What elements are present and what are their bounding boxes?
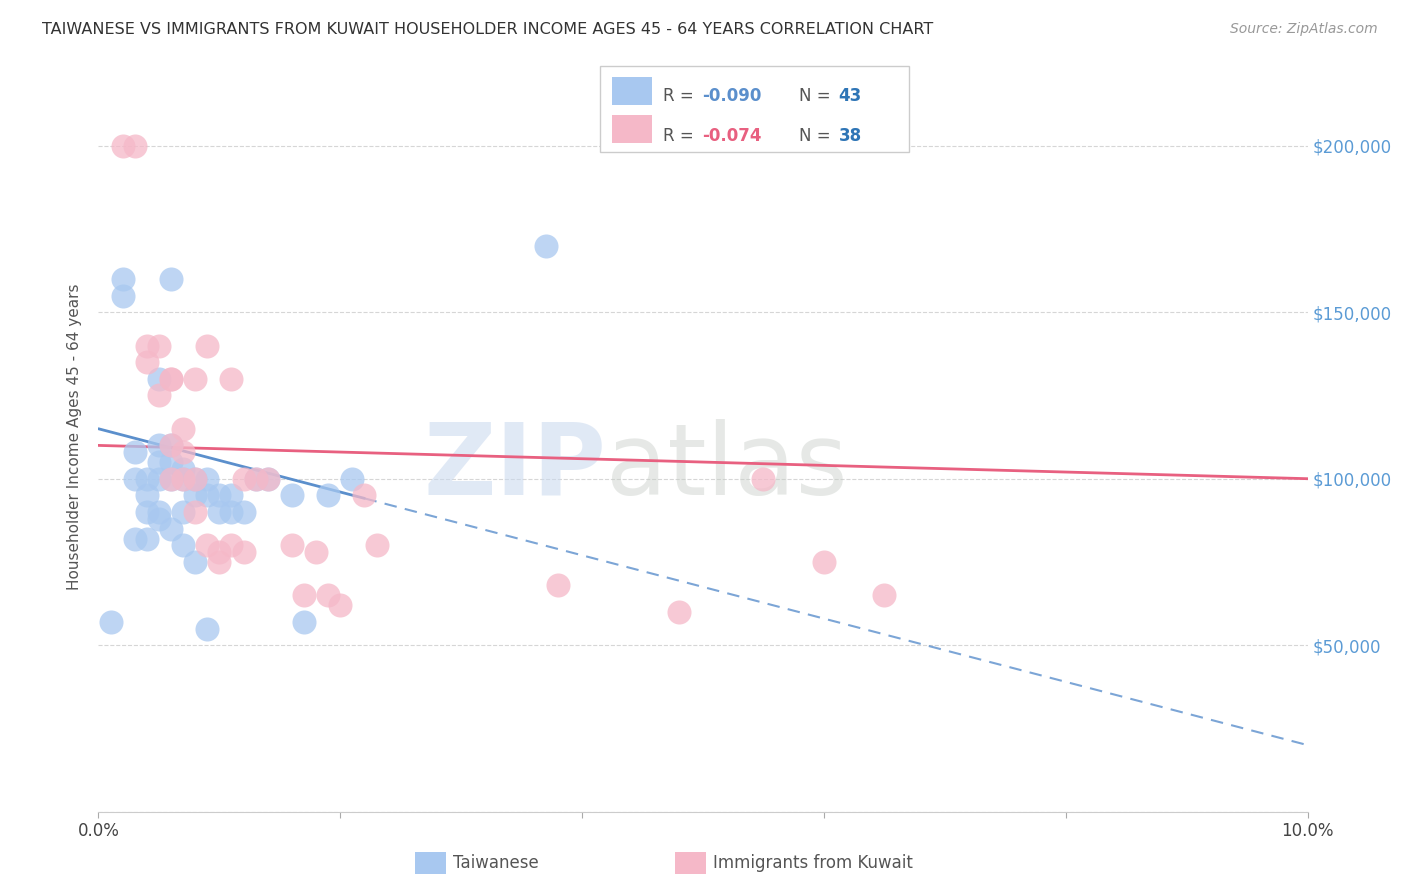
Point <box>160 272 183 286</box>
Point <box>184 472 207 486</box>
Point <box>873 588 896 602</box>
Point <box>100 615 122 629</box>
Text: Taiwanese: Taiwanese <box>453 855 538 872</box>
Point <box>124 472 146 486</box>
Point <box>195 538 218 552</box>
Point <box>111 138 134 153</box>
Text: R =: R = <box>664 87 699 105</box>
Point <box>208 555 231 569</box>
Point <box>148 438 170 452</box>
FancyBboxPatch shape <box>600 66 908 153</box>
Text: -0.090: -0.090 <box>702 87 761 105</box>
Point <box>148 455 170 469</box>
Text: N =: N = <box>799 127 835 145</box>
Point <box>135 488 157 502</box>
Point <box>160 472 183 486</box>
Point <box>184 505 207 519</box>
Point <box>329 599 352 613</box>
Point <box>124 445 146 459</box>
Point <box>184 555 207 569</box>
Point <box>184 372 207 386</box>
FancyBboxPatch shape <box>613 77 652 105</box>
Text: 38: 38 <box>838 127 862 145</box>
Point <box>172 461 194 475</box>
Point <box>160 455 183 469</box>
Point <box>148 472 170 486</box>
Point <box>160 472 183 486</box>
Point <box>208 545 231 559</box>
Point <box>148 505 170 519</box>
Point <box>353 488 375 502</box>
Point <box>316 488 339 502</box>
Point <box>245 472 267 486</box>
Point <box>124 532 146 546</box>
Point <box>184 488 207 502</box>
Point <box>208 505 231 519</box>
Point <box>135 505 157 519</box>
Point <box>195 472 218 486</box>
Point <box>281 538 304 552</box>
Point <box>148 511 170 525</box>
FancyBboxPatch shape <box>613 115 652 144</box>
Point <box>668 605 690 619</box>
Point <box>172 445 194 459</box>
Point <box>221 505 243 519</box>
Text: atlas: atlas <box>606 418 848 516</box>
Point <box>135 532 157 546</box>
Point <box>292 615 315 629</box>
Text: ZIP: ZIP <box>423 418 606 516</box>
Point <box>366 538 388 552</box>
Point <box>305 545 328 559</box>
Point <box>172 422 194 436</box>
Point <box>221 372 243 386</box>
Point <box>292 588 315 602</box>
Point <box>160 522 183 536</box>
Point <box>160 372 183 386</box>
Point <box>184 472 207 486</box>
Point <box>547 578 569 592</box>
Point <box>342 472 364 486</box>
Point <box>245 472 267 486</box>
Point <box>752 472 775 486</box>
Text: R =: R = <box>664 127 699 145</box>
Point <box>281 488 304 502</box>
Point <box>135 355 157 369</box>
Point <box>316 588 339 602</box>
Point <box>160 438 183 452</box>
Point <box>208 488 231 502</box>
Point <box>160 372 183 386</box>
Point <box>148 372 170 386</box>
Text: 43: 43 <box>838 87 862 105</box>
Point <box>124 138 146 153</box>
Point <box>148 388 170 402</box>
Point <box>221 538 243 552</box>
Point <box>135 338 157 352</box>
Point <box>221 488 243 502</box>
Text: Immigrants from Kuwait: Immigrants from Kuwait <box>713 855 912 872</box>
Point <box>172 472 194 486</box>
Point <box>160 438 183 452</box>
Point <box>172 472 194 486</box>
Point <box>111 288 134 302</box>
Point <box>232 505 254 519</box>
Text: -0.074: -0.074 <box>702 127 761 145</box>
Point <box>111 272 134 286</box>
Text: Source: ZipAtlas.com: Source: ZipAtlas.com <box>1230 22 1378 37</box>
Point <box>195 622 218 636</box>
Point <box>256 472 278 486</box>
Text: N =: N = <box>799 87 835 105</box>
Point <box>148 338 170 352</box>
Point <box>172 505 194 519</box>
Y-axis label: Householder Income Ages 45 - 64 years: Householder Income Ages 45 - 64 years <box>67 284 83 591</box>
Point <box>813 555 835 569</box>
Point <box>135 472 157 486</box>
Point <box>195 488 218 502</box>
Text: TAIWANESE VS IMMIGRANTS FROM KUWAIT HOUSEHOLDER INCOME AGES 45 - 64 YEARS CORREL: TAIWANESE VS IMMIGRANTS FROM KUWAIT HOUS… <box>42 22 934 37</box>
Point <box>534 238 557 252</box>
Point <box>232 545 254 559</box>
Point <box>195 338 218 352</box>
Point <box>232 472 254 486</box>
Point <box>256 472 278 486</box>
Point <box>172 538 194 552</box>
